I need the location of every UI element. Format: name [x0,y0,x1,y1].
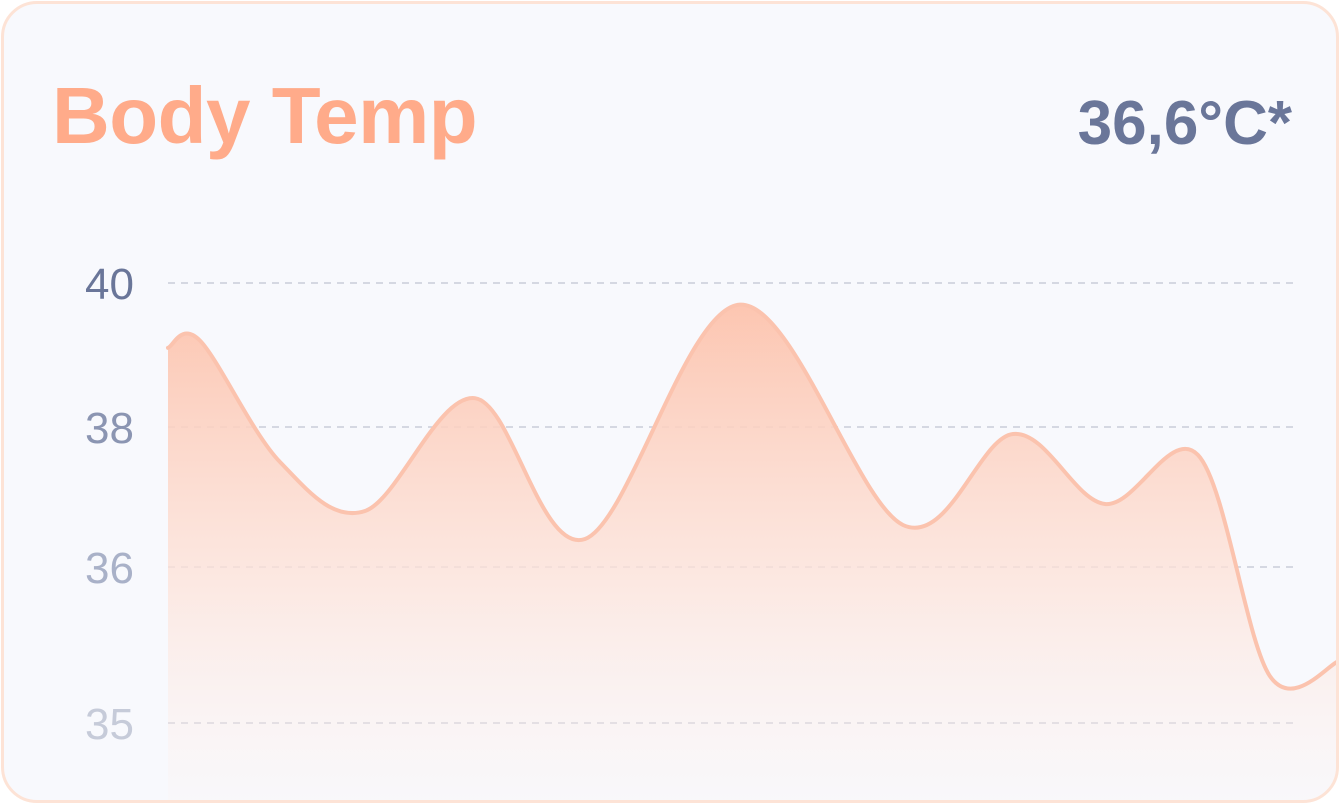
y-tick-label-40: 40 [85,260,134,309]
y-tick-label-35: 35 [85,700,134,749]
temperature-series-line [166,302,1336,691]
temperature-area-fill [168,304,1336,800]
current-temperature-reading: 36,6°C* [1077,89,1292,158]
area-layer [166,302,1336,800]
card-title: Body Temp [52,71,478,160]
y-tick-label-36: 36 [85,544,134,593]
y-axis-tick-labels: 40 38 36 35 [85,260,134,749]
y-tick-label-38: 38 [85,404,134,453]
